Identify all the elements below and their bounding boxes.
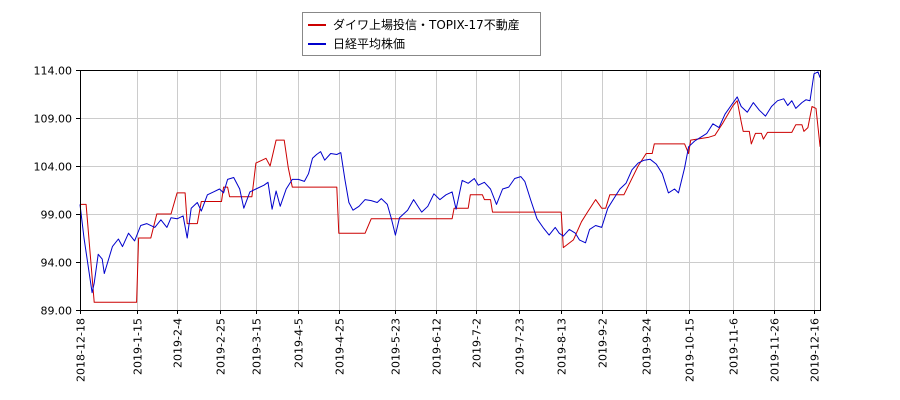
x-tick-label: 2019-12-16 <box>809 318 822 382</box>
x-tick-label: 2019-10-15 <box>684 318 697 382</box>
y-tick-label: 94.00 <box>41 257 73 270</box>
x-tick-label: 2019-7-2 <box>471 318 484 368</box>
x-tick-label: 2019-9-24 <box>641 318 654 375</box>
x-tick-label: 2019-9-2 <box>597 318 610 368</box>
x-axis: 2018-12-18 2019-1-15 2019-2-4 2019-2-25 2019… <box>75 310 822 382</box>
legend: ダイワ上場投信・TOPIX-17不動産 日経平均株価 <box>302 12 541 56</box>
x-tick-label: 2018-12-18 <box>75 318 88 382</box>
x-tick-label: 2019-1-15 <box>132 318 145 375</box>
y-tick-label: 99.00 <box>41 209 73 222</box>
x-tick-label: 2019-8-13 <box>556 318 569 375</box>
x-tick-label: 2019-11-26 <box>769 318 782 382</box>
x-tick-label: 2019-5-23 <box>390 318 403 375</box>
y-tick-label: 114.00 <box>34 65 73 78</box>
x-tick-label: 2019-11-6 <box>728 318 741 375</box>
y-tick-label: 109.00 <box>34 113 73 126</box>
x-tick-label: 2019-4-25 <box>334 318 347 375</box>
y-axis: 89.00 94.00 99.00 104.00 109.00 114.00 <box>34 65 80 318</box>
grid <box>80 70 820 311</box>
series-line-1 <box>79 71 821 294</box>
x-tick-label: 2019-6-12 <box>431 318 444 375</box>
y-tick-label: 89.00 <box>41 305 73 318</box>
plot-frame <box>80 70 821 311</box>
legend-label-1: 日経平均株価 <box>333 36 405 51</box>
legend-label-0: ダイワ上場投信・TOPIX-17不動産 <box>333 17 520 32</box>
x-tick-label: 2019-7-23 <box>514 318 527 375</box>
series-line-0 <box>80 100 821 303</box>
series-layer <box>79 71 821 303</box>
y-tick-label: 104.00 <box>34 161 73 174</box>
x-tick-label: 2019-2-25 <box>215 318 228 375</box>
legend-box <box>302 12 541 56</box>
x-tick-label: 2019-3-15 <box>251 318 264 375</box>
x-tick-label: 2019-4-5 <box>293 318 306 368</box>
x-tick-label: 2019-2-4 <box>172 318 185 368</box>
